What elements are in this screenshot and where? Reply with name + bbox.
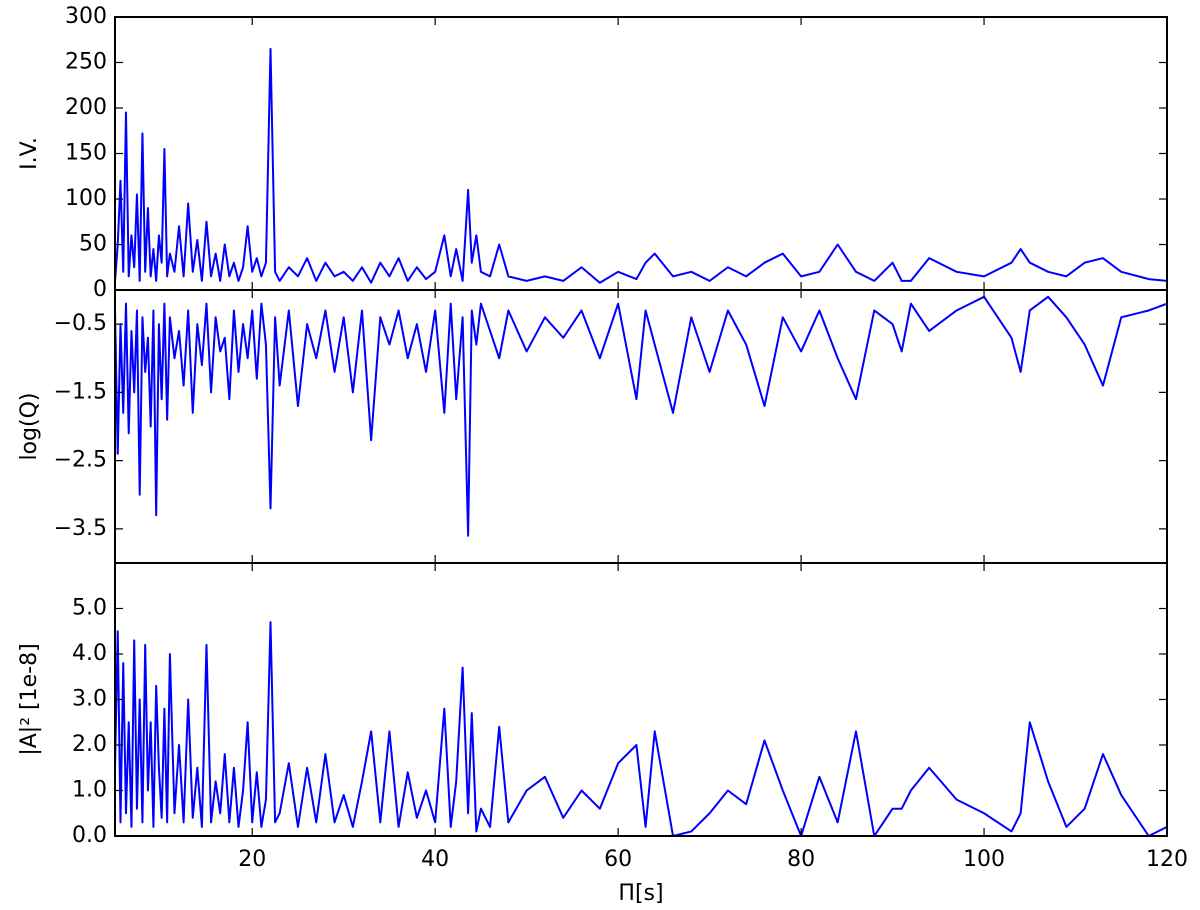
- y-tick-label: 100: [65, 186, 107, 211]
- x-tick-label: 120: [1146, 847, 1188, 872]
- y-tick-label: 0: [93, 277, 107, 302]
- y-tick-label: 200: [65, 95, 107, 120]
- y-tick-label: 300: [65, 4, 107, 29]
- x-tick-label: 40: [421, 847, 449, 872]
- y-axis-label: I.V.: [17, 137, 42, 170]
- y-tick-label: 250: [65, 50, 107, 75]
- axes-frame: [114, 562, 1168, 837]
- x-tick-label: 20: [238, 847, 266, 872]
- y-tick-label: 150: [65, 141, 107, 166]
- y-tick-label: 4.0: [72, 641, 107, 666]
- y-tick-label: −3.5: [54, 516, 107, 541]
- x-axis-label: Π[s]: [618, 881, 663, 906]
- y-tick-label: 0.0: [72, 823, 107, 848]
- y-axis-label: |A|² [1e-8]: [17, 643, 42, 755]
- y-tick-label: 3.0: [72, 687, 107, 712]
- y-tick-label: 1.0: [72, 778, 107, 803]
- y-tick-label: 2.0: [72, 732, 107, 757]
- data-line: [115, 295, 1167, 537]
- y-tick-label: 5.0: [72, 596, 107, 621]
- y-tick-label: −1.5: [54, 379, 107, 404]
- x-tick-label: 100: [963, 847, 1005, 872]
- y-tick-label: 50: [79, 232, 107, 257]
- y-axis-label: log(Q): [17, 392, 42, 460]
- x-tick-label: 60: [604, 847, 632, 872]
- y-tick-label: −2.5: [54, 448, 107, 473]
- data-line: [115, 47, 1167, 284]
- x-tick-label: 80: [787, 847, 815, 872]
- y-tick-label: −0.5: [54, 311, 107, 336]
- data-line: [115, 621, 1167, 836]
